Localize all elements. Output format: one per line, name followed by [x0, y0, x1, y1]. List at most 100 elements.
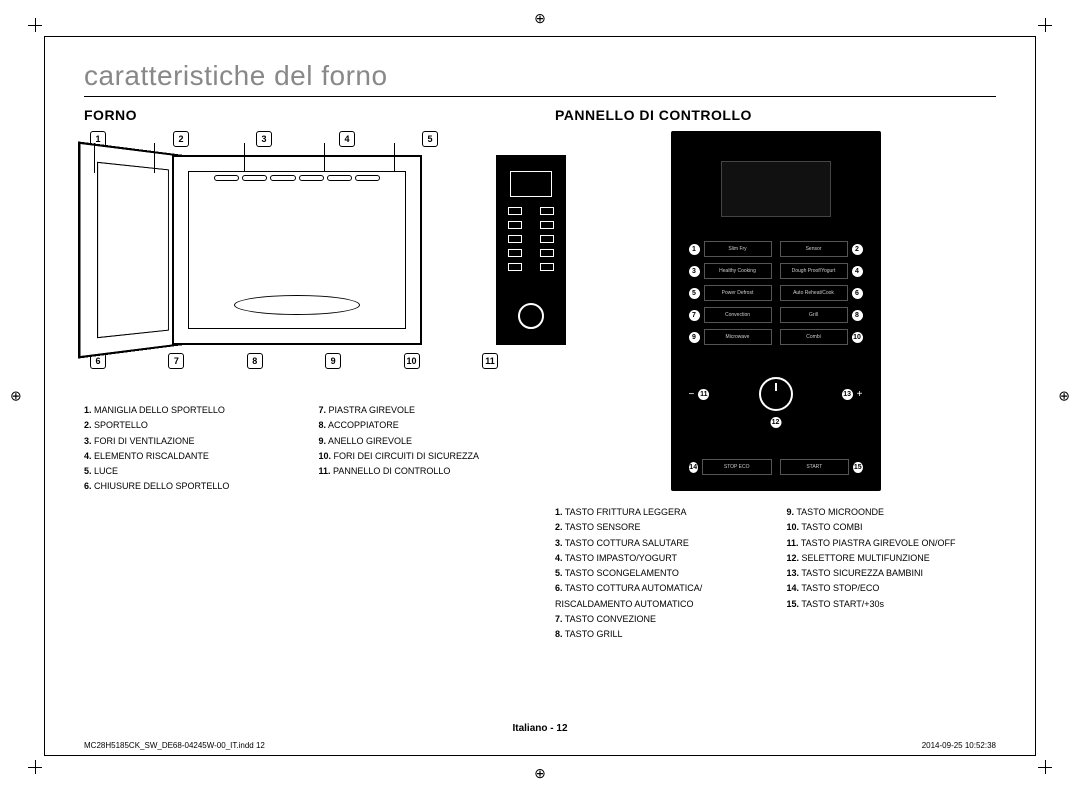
panel-callout-5: 5 [689, 288, 700, 299]
oven-illustration [84, 155, 494, 345]
legend-item: 1. MANIGLIA DELLO SPORTELLO [84, 403, 291, 418]
registration-mark-top: ⊕ [534, 10, 546, 27]
legend-item: 3. TASTO COTTURA SALUTARE [555, 536, 765, 551]
oven-callout-8: 8 [247, 353, 263, 369]
legend-item: 7. PIASTRA GIREVOLE [319, 403, 526, 418]
page-title: caratteristiche del forno [84, 60, 996, 97]
legend-item: 10. TASTO COMBI [787, 520, 997, 535]
legend-item: 2. SPORTELLO [84, 418, 291, 433]
panel-btn-label: Convection [704, 307, 772, 323]
oven-diagram: 12345 [84, 131, 504, 391]
panel-btn-label: Microwave [704, 329, 772, 345]
legend-item: 4. TASTO IMPASTO/YOGURT [555, 551, 765, 566]
oven-door-glass [97, 162, 169, 339]
oven-callout-3: 3 [256, 131, 272, 147]
legend-item: 9. TASTO MICROONDE [787, 505, 997, 520]
legend-item: 3. FORI DI VENTILAZIONE [84, 434, 291, 449]
panel-callout-6: 6 [852, 288, 863, 299]
legend-item: 5. TASTO SCONGELAMENTO [555, 566, 765, 581]
oven-callout-4: 4 [339, 131, 355, 147]
panel-callout-3: 3 [689, 266, 700, 277]
print-date: 2014-09-25 10:52:38 [922, 741, 996, 750]
panel-btn-label: Auto Reheat/Cook [780, 285, 848, 301]
oven-cavity [172, 155, 422, 345]
legend-item: 1. TASTO FRITTURA LEGGERA [555, 505, 765, 520]
panel-stop-label: STOP ECO [702, 459, 772, 475]
panel-button-row: 1 Slim Fry Sensor 2 [689, 241, 863, 257]
crop-mark-tr [1038, 18, 1052, 32]
legend-item: 13. TASTO SICUREZZA BAMBINI [787, 566, 997, 581]
panel-bottom-row: 14 STOP ECO START 15 [689, 459, 863, 475]
page-content: caratteristiche del forno FORNO 12345 [84, 60, 996, 732]
legend-item: 7. TASTO CONVEZIONE [555, 612, 765, 627]
panel-callout-9: 9 [689, 332, 700, 343]
oven-callout-7: 7 [168, 353, 184, 369]
registration-mark-bottom: ⊕ [534, 765, 546, 782]
panel-heading: PANNELLO DI CONTROLLO [555, 107, 996, 123]
legend-item: 11. PANNELLO DI CONTROLLO [319, 464, 526, 479]
oven-callout-2: 2 [173, 131, 189, 147]
panel-callout-15: 15 [853, 462, 862, 473]
panel-callout-10: 10 [852, 332, 863, 343]
oven-section: FORNO 12345 [84, 107, 525, 643]
print-metadata: MC28H5185CK_SW_DE68-04245W-00_IT.indd 12… [84, 741, 996, 750]
panel-button-row: 3 Healthy Cooking Dough Proof/Yogurt 4 [689, 263, 863, 279]
panel-button-row: 9 Microwave Combi 10 [689, 329, 863, 345]
panel-callout-4: 4 [852, 266, 863, 277]
crop-mark-br [1038, 760, 1052, 774]
legend-item: 8. TASTO GRILL [555, 627, 765, 642]
panel-start-label: START [780, 459, 850, 475]
legend-item: 14. TASTO STOP/ECO [787, 581, 997, 596]
footer-page: 12 [556, 723, 567, 734]
panel-btn-label: Dough Proof/Yogurt [780, 263, 848, 279]
footer-lang: Italiano [512, 723, 547, 734]
print-file: MC28H5185CK_SW_DE68-04245W-00_IT.indd 12 [84, 741, 265, 750]
panel-section: PANNELLO DI CONTROLLO 1 Slim Fry Sensor 2 3H… [555, 107, 996, 643]
oven-door [78, 141, 184, 358]
panel-callout-14: 14 [689, 462, 698, 473]
legend-item: 9. ANELLO GIREVOLE [319, 434, 526, 449]
oven-heading: FORNO [84, 107, 525, 123]
panel-btn-label: Sensor [780, 241, 848, 257]
panel-callout-7: 7 [689, 310, 700, 321]
panel-legend: 1. TASTO FRITTURA LEGGERA2. TASTO SENSOR… [555, 505, 996, 643]
oven-legend: 1. MANIGLIA DELLO SPORTELLO2. SPORTELLO3… [84, 403, 525, 495]
legend-item: 8. ACCOPPIATORE [319, 418, 526, 433]
legend-item: 12. SELETTORE MULTIFUNZIONE [787, 551, 997, 566]
oven-callout-10: 10 [404, 353, 420, 369]
panel-callout-13: 13 [842, 389, 853, 400]
panel-callout-8: 8 [852, 310, 863, 321]
oven-callout-11: 11 [482, 353, 498, 369]
panel-display [721, 161, 831, 217]
panel-btn-label: Grill [780, 307, 848, 323]
control-panel-image: 1 Slim Fry Sensor 2 3 Healthy Cooking Dough Pr… [671, 131, 881, 491]
legend-item: 6. CHIUSURE DELLO SPORTELLO [84, 479, 291, 494]
oven-callout-5: 5 [422, 131, 438, 147]
panel-callout-2: 2 [852, 244, 863, 255]
panel-callout-11: 11 [698, 389, 709, 400]
oven-panel-thumbnail [496, 155, 566, 345]
crop-mark-bl [28, 760, 42, 774]
panel-callout-12: 12 [770, 417, 781, 428]
panel-dial-row: −11 12 13+ [689, 377, 863, 411]
panel-btn-label: Slim Fry [704, 241, 772, 257]
panel-btn-label: Healthy Cooking [704, 263, 772, 279]
legend-item: 15. TASTO START/+30s [787, 597, 997, 612]
panel-btn-label: Combi [780, 329, 848, 345]
oven-callout-9: 9 [325, 353, 341, 369]
panel-dial [759, 377, 793, 411]
page-footer: Italiano - 12 [512, 723, 567, 734]
legend-item: 6. TASTO COTTURA AUTOMATICA/ RISCALDAMEN… [555, 581, 765, 612]
panel-button-row: 7 Convection Grill 8 [689, 307, 863, 323]
panel-button-row: 5 Power Defrost Auto Reheat/Cook 6 [689, 285, 863, 301]
legend-item: 4. ELEMENTO RISCALDANTE [84, 449, 291, 464]
legend-item: 11. TASTO PIASTRA GIREVOLE ON/OFF [787, 536, 997, 551]
turntable-icon [234, 295, 360, 315]
panel-callout-1: 1 [689, 244, 700, 255]
panel-btn-label: Power Defrost [704, 285, 772, 301]
crop-mark-tl [28, 18, 42, 32]
registration-mark-right: ⊕ [1058, 388, 1070, 405]
registration-mark-left: ⊕ [10, 388, 22, 405]
legend-item: 5. LUCE [84, 464, 291, 479]
legend-item: 10. FORI DEI CIRCUITI DI SICUREZZA [319, 449, 526, 464]
